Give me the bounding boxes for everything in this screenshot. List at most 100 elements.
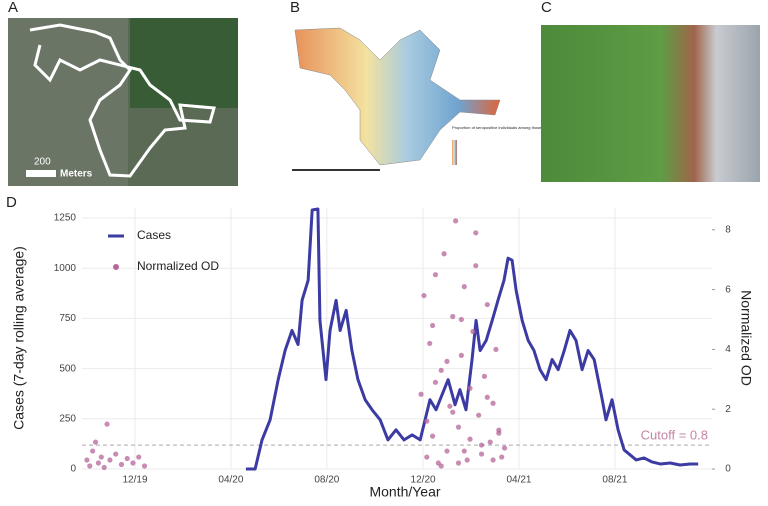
legend-label: Normalized OD bbox=[137, 259, 219, 273]
y2-tick-label: 6 bbox=[725, 284, 731, 295]
od-point bbox=[427, 340, 433, 347]
od-point bbox=[444, 358, 450, 364]
x-axis-title: Month/Year bbox=[369, 484, 440, 500]
od-point bbox=[98, 454, 104, 460]
od-point bbox=[101, 464, 107, 471]
od-point bbox=[92, 439, 99, 445]
od-point bbox=[87, 463, 93, 469]
od-point bbox=[458, 352, 464, 358]
x-tick-label: 12/19 bbox=[122, 475, 147, 486]
study-boundary bbox=[29, 23, 216, 178]
scale-value: 200 bbox=[34, 157, 51, 168]
urban-area bbox=[8, 18, 128, 186]
od-point bbox=[95, 460, 102, 466]
od-point bbox=[458, 316, 464, 323]
y2-tick-label: 0 bbox=[725, 464, 731, 475]
od-point bbox=[461, 284, 467, 290]
y-tick-label: 1250 bbox=[54, 213, 77, 224]
od-point bbox=[478, 451, 485, 457]
od-point bbox=[418, 391, 424, 397]
od-point bbox=[467, 436, 473, 442]
forest-area bbox=[130, 18, 238, 108]
od-point bbox=[438, 367, 444, 373]
legend-title: Proportion of seropositive individuals a… bbox=[452, 125, 553, 130]
od-point bbox=[107, 457, 113, 463]
od-point bbox=[481, 373, 488, 379]
od-point bbox=[455, 424, 462, 430]
od-point bbox=[424, 418, 430, 424]
od-point bbox=[438, 463, 444, 469]
y-tick-label: 0 bbox=[70, 464, 76, 475]
od-point bbox=[464, 457, 470, 463]
od-point bbox=[447, 403, 453, 409]
od-point bbox=[476, 412, 482, 418]
cases-line bbox=[245, 207, 699, 471]
od-point bbox=[432, 379, 439, 385]
od-point bbox=[484, 394, 490, 400]
od-point bbox=[467, 385, 473, 391]
scale-bar bbox=[26, 170, 56, 177]
od-point bbox=[429, 433, 436, 439]
od-point bbox=[473, 230, 479, 236]
od-point bbox=[441, 251, 447, 257]
od-point bbox=[113, 451, 119, 457]
x-tick-label: 04/21 bbox=[506, 475, 531, 486]
od-point bbox=[493, 346, 499, 353]
y2-axis-title: Normalized OD bbox=[738, 290, 754, 386]
heat-map bbox=[294, 27, 501, 166]
x-tick-label: 08/20 bbox=[314, 475, 339, 486]
od-point bbox=[470, 328, 476, 335]
od-point bbox=[501, 445, 508, 451]
y-tick-label: 750 bbox=[59, 313, 76, 324]
od-point bbox=[130, 460, 136, 466]
od-point bbox=[484, 301, 490, 308]
panel-label: A bbox=[8, 0, 18, 16]
legend-swatch bbox=[113, 264, 119, 270]
od-point bbox=[473, 263, 479, 269]
scale-unit: Meters bbox=[60, 169, 93, 180]
od-point bbox=[432, 272, 439, 278]
od-point bbox=[487, 439, 493, 445]
od-point bbox=[444, 448, 450, 454]
x-tick-label: 04/20 bbox=[218, 475, 243, 486]
od-point bbox=[490, 457, 496, 463]
od-point bbox=[478, 442, 485, 448]
od-point bbox=[141, 463, 148, 469]
x-tick-label: 12/20 bbox=[411, 475, 436, 486]
od-point bbox=[496, 427, 502, 433]
y2-tick-label: 4 bbox=[725, 344, 731, 355]
od-point bbox=[90, 448, 96, 454]
od-point bbox=[424, 454, 430, 460]
legend-ramp bbox=[452, 140, 457, 165]
y-tick-label: 500 bbox=[59, 363, 76, 374]
panel-label: D bbox=[6, 194, 17, 211]
od-point bbox=[490, 400, 496, 406]
legend-label: Cases bbox=[137, 228, 171, 242]
od-point bbox=[84, 457, 90, 463]
od-point bbox=[453, 218, 459, 224]
y-tick-label: 250 bbox=[59, 413, 76, 424]
y2-tick-label: 2 bbox=[725, 404, 731, 415]
panel-label: C bbox=[541, 0, 552, 16]
od-point bbox=[118, 461, 125, 468]
y-tick-label: 1000 bbox=[54, 263, 77, 274]
y-axis-title: Cases (7-day rolling average) bbox=[11, 246, 27, 430]
photo bbox=[541, 25, 760, 182]
plot-area: 0 250 500 750 1000 1250 0 2 4 6 8 12/19 04/20 08/20 12… bbox=[54, 207, 731, 486]
od-point bbox=[455, 460, 462, 466]
od-point bbox=[136, 454, 142, 460]
od-point bbox=[421, 292, 427, 299]
cutoff-label: Cutoff = 0.8 bbox=[641, 428, 708, 443]
od-point bbox=[461, 448, 467, 454]
od-point bbox=[499, 454, 505, 460]
panel-label: B bbox=[290, 0, 300, 16]
x-tick-label: 08/21 bbox=[602, 475, 627, 486]
od-point bbox=[124, 455, 130, 462]
y2-tick-label: 8 bbox=[725, 224, 731, 235]
od-point bbox=[450, 313, 456, 320]
od-point bbox=[429, 322, 436, 329]
od-point bbox=[450, 409, 456, 415]
od-point bbox=[104, 421, 110, 427]
